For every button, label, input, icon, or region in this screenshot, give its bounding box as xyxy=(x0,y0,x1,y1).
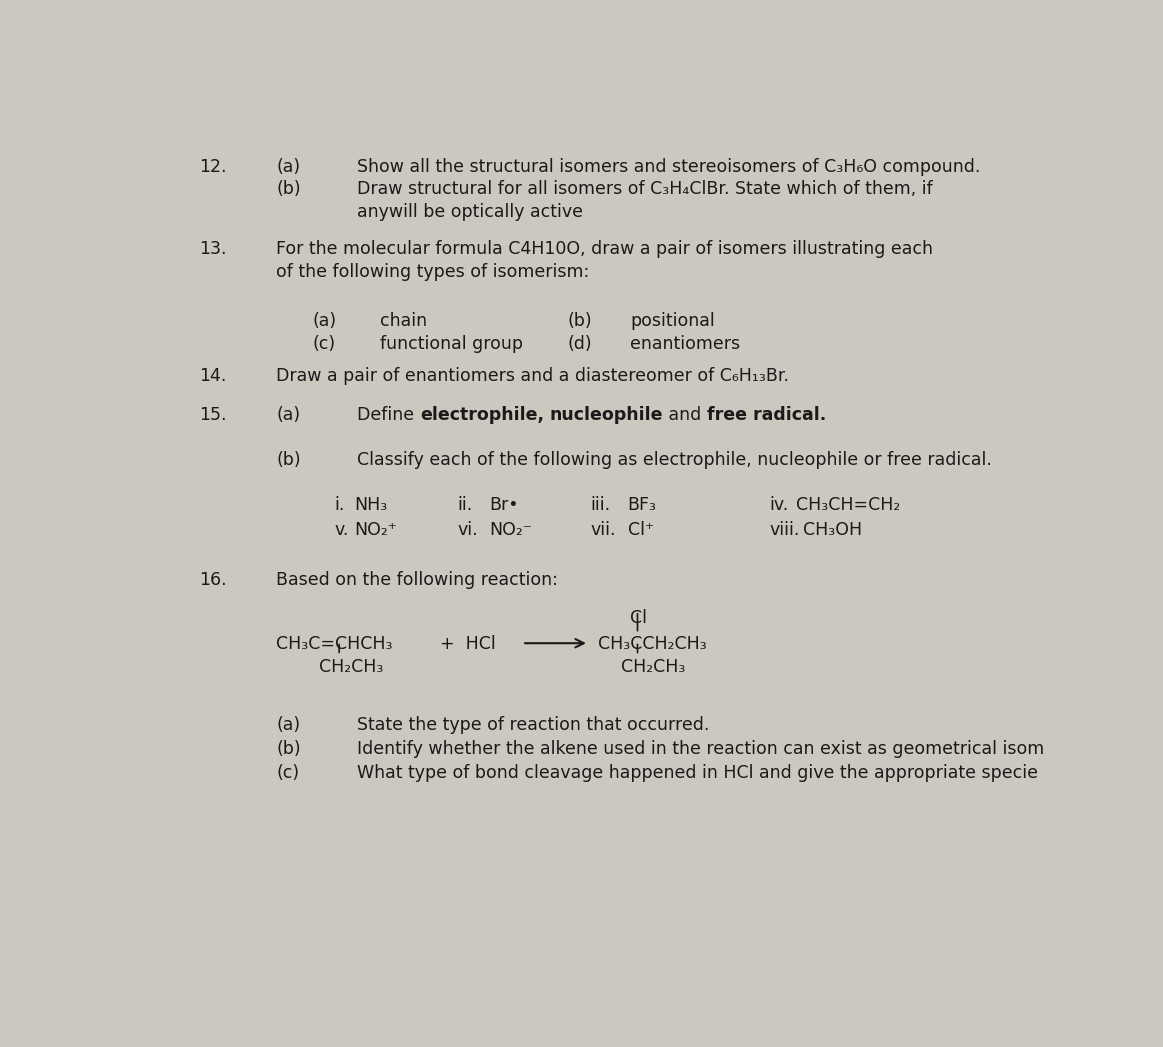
Text: NH₃: NH₃ xyxy=(355,496,387,514)
Text: (d): (d) xyxy=(568,335,592,353)
Text: 13.: 13. xyxy=(200,240,227,259)
Text: (b): (b) xyxy=(568,312,592,331)
Text: iii.: iii. xyxy=(591,496,611,514)
Text: CH₂CH₃: CH₂CH₃ xyxy=(621,658,686,675)
Text: 12.: 12. xyxy=(200,158,227,176)
Text: State the type of reaction that occurred.: State the type of reaction that occurred… xyxy=(357,716,709,734)
Text: iv.: iv. xyxy=(769,496,789,514)
Text: What type of bond cleavage happened in HCl and give the appropriate specie: What type of bond cleavage happened in H… xyxy=(357,764,1039,782)
Text: Draw structural for all isomers of C₃H₄ClBr. State which of them, if: Draw structural for all isomers of C₃H₄C… xyxy=(357,180,933,199)
Text: NO₂⁺: NO₂⁺ xyxy=(355,520,398,538)
Text: and: and xyxy=(663,406,707,424)
Text: +  HCl: + HCl xyxy=(429,636,497,653)
Text: NO₂⁻: NO₂⁻ xyxy=(490,520,533,538)
Text: BF₃: BF₃ xyxy=(628,496,657,514)
Text: CH₃CCH₂CH₃: CH₃CCH₂CH₃ xyxy=(598,636,707,653)
Text: (c): (c) xyxy=(312,335,335,353)
Text: Define: Define xyxy=(357,406,420,424)
Text: of the following types of isomerism:: of the following types of isomerism: xyxy=(276,263,590,281)
Text: enantiomers: enantiomers xyxy=(630,335,741,353)
Text: CH₃OH: CH₃OH xyxy=(804,520,863,538)
Text: Cl⁺: Cl⁺ xyxy=(628,520,654,538)
Text: Based on the following reaction:: Based on the following reaction: xyxy=(276,571,558,588)
Text: Show all the structural isomers and stereoisomers of C₃H₆O compound.: Show all the structural isomers and ster… xyxy=(357,158,980,176)
Text: Cl: Cl xyxy=(630,609,648,627)
Text: i.: i. xyxy=(335,496,345,514)
Text: Br•: Br• xyxy=(490,496,519,514)
Text: 15.: 15. xyxy=(200,406,227,424)
Text: v.: v. xyxy=(335,520,349,538)
Text: Draw a pair of enantiomers and a diastereomer of C₆H₁₃Br.: Draw a pair of enantiomers and a diaster… xyxy=(276,367,789,385)
Text: functional group: functional group xyxy=(380,335,522,353)
Text: (a): (a) xyxy=(312,312,336,331)
Text: CH₃C=CHCH₃: CH₃C=CHCH₃ xyxy=(276,636,393,653)
Text: chain: chain xyxy=(380,312,427,331)
Text: positional: positional xyxy=(630,312,715,331)
Text: viii.: viii. xyxy=(769,520,799,538)
Text: electrophile,: electrophile, xyxy=(420,406,544,424)
Text: ii.: ii. xyxy=(457,496,472,514)
Text: vii.: vii. xyxy=(591,520,616,538)
Text: (a): (a) xyxy=(276,716,300,734)
Text: nucleophile: nucleophile xyxy=(549,406,663,424)
Text: free radical.: free radical. xyxy=(707,406,826,424)
Text: (b): (b) xyxy=(276,451,301,469)
Text: anywill be optically active: anywill be optically active xyxy=(357,203,583,221)
Text: (b): (b) xyxy=(276,180,301,199)
Text: (a): (a) xyxy=(276,158,300,176)
Text: Identify whether the alkene used in the reaction can exist as geometrical isom: Identify whether the alkene used in the … xyxy=(357,740,1044,758)
Text: 14.: 14. xyxy=(200,367,227,385)
Text: vi.: vi. xyxy=(457,520,478,538)
Text: (a): (a) xyxy=(276,406,300,424)
Text: (b): (b) xyxy=(276,740,301,758)
Text: 16.: 16. xyxy=(200,571,227,588)
Text: CH₂CH₃: CH₂CH₃ xyxy=(320,658,384,675)
Text: CH₃CH=CH₂: CH₃CH=CH₂ xyxy=(797,496,900,514)
Text: For the molecular formula C4H10O, draw a pair of isomers illustrating each: For the molecular formula C4H10O, draw a… xyxy=(276,240,933,259)
Text: Classify each of the following as electrophile, nucleophile or free radical.: Classify each of the following as electr… xyxy=(357,451,992,469)
Text: (c): (c) xyxy=(276,764,299,782)
